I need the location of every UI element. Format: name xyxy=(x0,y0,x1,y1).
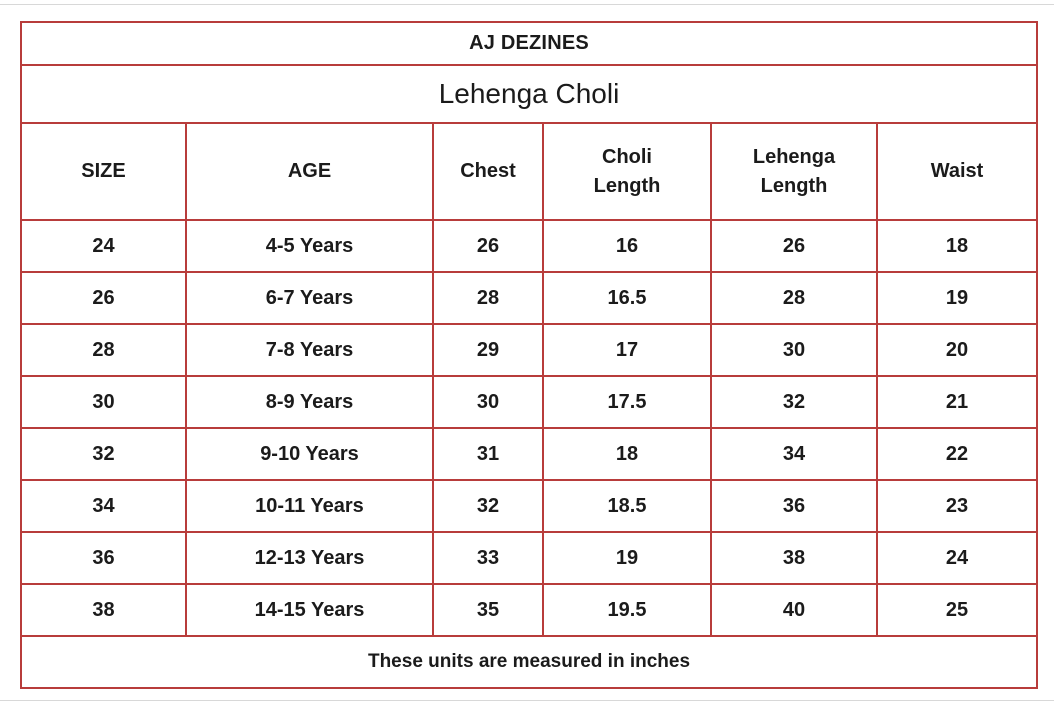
cell-choli-length: 18.5 xyxy=(542,479,712,533)
cell-choli-length: 16 xyxy=(542,219,712,273)
cell-size: 36 xyxy=(20,531,187,585)
size-chart-table: AJ DEZINES Lehenga Choli SIZE AGE Chest … xyxy=(19,21,1039,689)
brand-row: AJ DEZINES xyxy=(19,21,1039,66)
table-row-size-28: 28 7-8 Years 29 17 30 20 xyxy=(20,323,1039,377)
cell-lehenga-length: 30 xyxy=(710,323,878,377)
cell-age: 7-8 Years xyxy=(185,323,434,377)
brand-title: AJ DEZINES xyxy=(19,21,1039,66)
cell-lehenga-length: 26 xyxy=(710,219,878,273)
table-row-size-24: 24 4-5 Years 26 16 26 18 xyxy=(20,219,1039,273)
column-header-size: SIZE xyxy=(20,122,187,221)
cell-waist: 23 xyxy=(875,479,1039,533)
cell-age: 9-10 Years xyxy=(185,427,434,481)
cell-choli-length: 18 xyxy=(542,427,712,481)
cell-size: 34 xyxy=(20,479,187,533)
cell-choli-length: 19.5 xyxy=(542,583,712,637)
cell-chest: 35 xyxy=(432,583,544,637)
cell-size: 24 xyxy=(20,219,187,273)
cell-size: 38 xyxy=(20,583,187,637)
cell-lehenga-length: 40 xyxy=(710,583,878,637)
product-row: Lehenga Choli xyxy=(19,64,1039,124)
column-header-age: AGE xyxy=(185,122,434,221)
cell-choli-length: 16.5 xyxy=(542,271,712,325)
page-bottom-edge-line xyxy=(0,700,1054,701)
cell-age: 14-15 Years xyxy=(185,583,434,637)
cell-lehenga-length: 28 xyxy=(710,271,878,325)
table-row-size-32: 32 9-10 Years 31 18 34 22 xyxy=(20,427,1039,481)
cell-age: 10-11 Years xyxy=(185,479,434,533)
units-note: These units are measured in inches xyxy=(19,635,1039,689)
cell-choli-length: 19 xyxy=(542,531,712,585)
cell-waist: 20 xyxy=(875,323,1039,377)
cell-lehenga-length: 34 xyxy=(710,427,878,481)
cell-waist: 18 xyxy=(875,219,1039,273)
column-header-lehenga-length-label: Lehenga Length xyxy=(752,145,836,197)
units-note-row: These units are measured in inches xyxy=(19,635,1039,689)
cell-lehenga-length: 32 xyxy=(710,375,878,429)
cell-chest: 30 xyxy=(432,375,544,429)
cell-age: 8-9 Years xyxy=(185,375,434,429)
cell-age: 12-13 Years xyxy=(185,531,434,585)
cell-waist: 22 xyxy=(875,427,1039,481)
cell-age: 6-7 Years xyxy=(185,271,434,325)
column-header-row: SIZE AGE Chest Choli Length Lehenga Leng… xyxy=(20,122,1039,221)
column-header-chest: Chest xyxy=(432,122,544,221)
cell-age: 4-5 Years xyxy=(185,219,434,273)
cell-waist: 21 xyxy=(875,375,1039,429)
table-row-size-26: 26 6-7 Years 28 16.5 28 19 xyxy=(20,271,1039,325)
table-row-size-38: 38 14-15 Years 35 19.5 40 25 xyxy=(20,583,1039,637)
cell-lehenga-length: 38 xyxy=(710,531,878,585)
cell-chest: 28 xyxy=(432,271,544,325)
cell-chest: 32 xyxy=(432,479,544,533)
column-header-waist: Waist xyxy=(875,122,1039,221)
cell-waist: 19 xyxy=(875,271,1039,325)
column-header-lehenga-length: Lehenga Length xyxy=(710,122,878,221)
cell-lehenga-length: 36 xyxy=(710,479,878,533)
cell-size: 28 xyxy=(20,323,187,377)
cell-choli-length: 17.5 xyxy=(542,375,712,429)
cell-chest: 29 xyxy=(432,323,544,377)
cell-size: 26 xyxy=(20,271,187,325)
product-title: Lehenga Choli xyxy=(19,64,1039,124)
cell-size: 30 xyxy=(20,375,187,429)
column-header-choli-length: Choli Length xyxy=(542,122,712,221)
column-header-choli-length-label: Choli Length xyxy=(593,145,661,197)
cell-waist: 25 xyxy=(875,583,1039,637)
page-top-edge-line xyxy=(0,4,1054,5)
cell-chest: 33 xyxy=(432,531,544,585)
table-row-size-30: 30 8-9 Years 30 17.5 32 21 xyxy=(20,375,1039,429)
cell-chest: 31 xyxy=(432,427,544,481)
cell-waist: 24 xyxy=(875,531,1039,585)
cell-choli-length: 17 xyxy=(542,323,712,377)
table-row-size-36: 36 12-13 Years 33 19 38 24 xyxy=(20,531,1039,585)
cell-chest: 26 xyxy=(432,219,544,273)
table-row-size-34: 34 10-11 Years 32 18.5 36 23 xyxy=(20,479,1039,533)
cell-size: 32 xyxy=(20,427,187,481)
